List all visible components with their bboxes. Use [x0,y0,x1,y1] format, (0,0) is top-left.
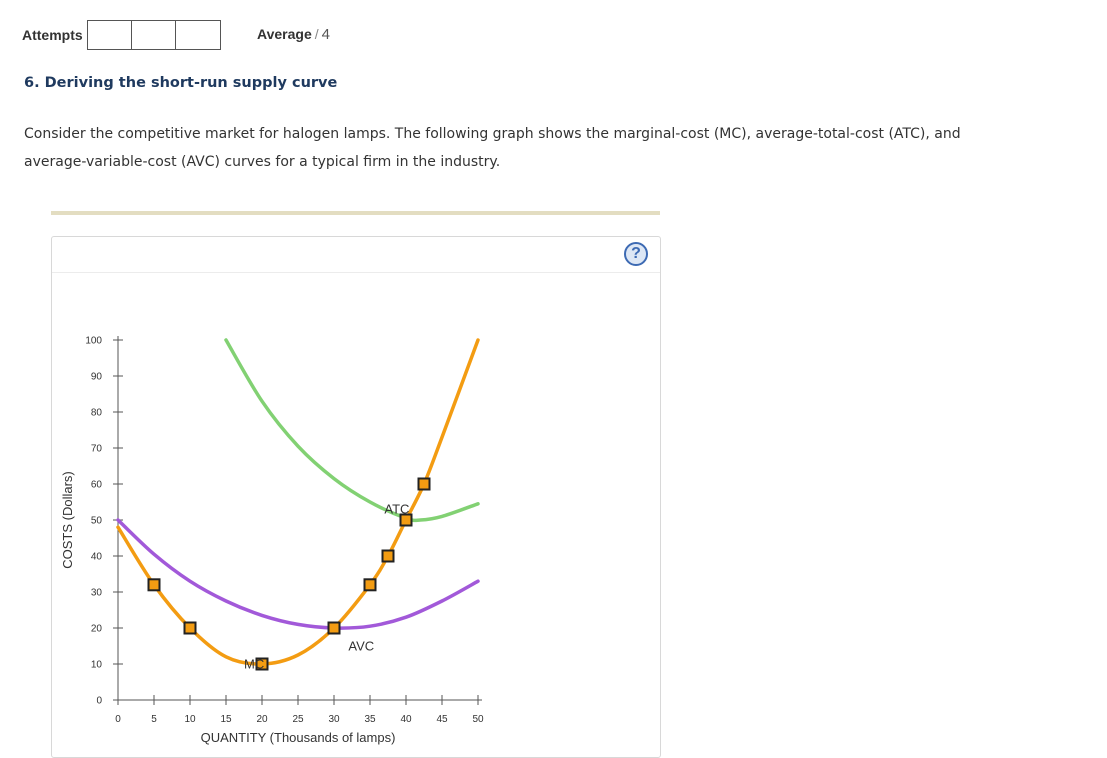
x-tick-label: 45 [436,714,448,725]
attempt-box [88,21,132,49]
attempt-box [132,21,176,49]
curve-label-mc: MC [244,657,264,672]
y-tick-label: 70 [91,444,103,455]
average-label: Average [257,26,312,42]
panel-top-divider [52,272,660,273]
x-tick-label: 50 [472,714,484,725]
curve-label-atc: ATC [384,502,409,517]
y-axis-label: COSTS (Dollars) [60,471,75,569]
average-separator: / [314,26,319,42]
mc-point-marker[interactable] [417,477,431,491]
mc-point-marker[interactable] [255,657,269,671]
average-value: 4 [321,26,330,43]
y-tick-label: 50 [91,516,103,527]
chart-curves [116,338,480,666]
attempts-label: Attempts [22,27,83,43]
graph-panel [51,236,661,758]
chart-labels: MC ATC AVC [244,502,409,672]
mc-curve [116,338,480,666]
chart-markers[interactable] [147,477,431,671]
mc-point-marker[interactable] [363,578,377,592]
y-tick-label: 20 [91,624,103,635]
mc-point-marker[interactable] [399,513,413,527]
y-tick-label: 100 [85,336,102,347]
divider [51,211,660,215]
y-tick-label: 90 [91,372,103,383]
avc-curve [116,518,480,630]
average-score: Average/4 [257,26,330,43]
y-tick-label: 10 [91,660,103,671]
y-tick-label: 80 [91,408,103,419]
x-tick-label: 15 [220,714,232,725]
x-tick-label: 35 [364,714,376,725]
x-tick-label: 0 [115,714,121,725]
y-tick-label: 0 [96,696,102,707]
atc-curve [224,338,480,523]
mc-point-marker[interactable] [381,549,395,563]
mc-point-marker[interactable] [147,578,161,592]
y-tick-label: 60 [91,480,103,491]
x-tick-label: 5 [151,714,157,725]
attempts-row: Attempts [22,20,221,50]
x-tick-label: 10 [184,714,196,725]
attempt-boxes [86,20,221,50]
y-tick-label: 40 [91,552,103,563]
mc-point-marker[interactable] [327,621,341,635]
x-tick-label: 20 [256,714,268,725]
y-tick-label: 30 [91,588,103,599]
question-title: 6. Deriving the short-run supply curve [24,75,338,91]
x-tick-label: 40 [400,714,412,725]
chart-axes: 0 5 10 15 20 25 30 35 40 45 50 0 10 20 30 40 50 60 70 80 90 1… [85,336,484,726]
question-icon[interactable]: ? [624,242,648,266]
x-tick-label: 25 [292,714,304,725]
question-text: Consider the competitive market for halo… [24,126,961,170]
x-tick-label: 30 [328,714,340,725]
mc-point-marker[interactable] [183,621,197,635]
x-axis-label: QUANTITY (Thousands of lamps) [201,730,396,745]
curve-label-avc: AVC [348,639,374,654]
